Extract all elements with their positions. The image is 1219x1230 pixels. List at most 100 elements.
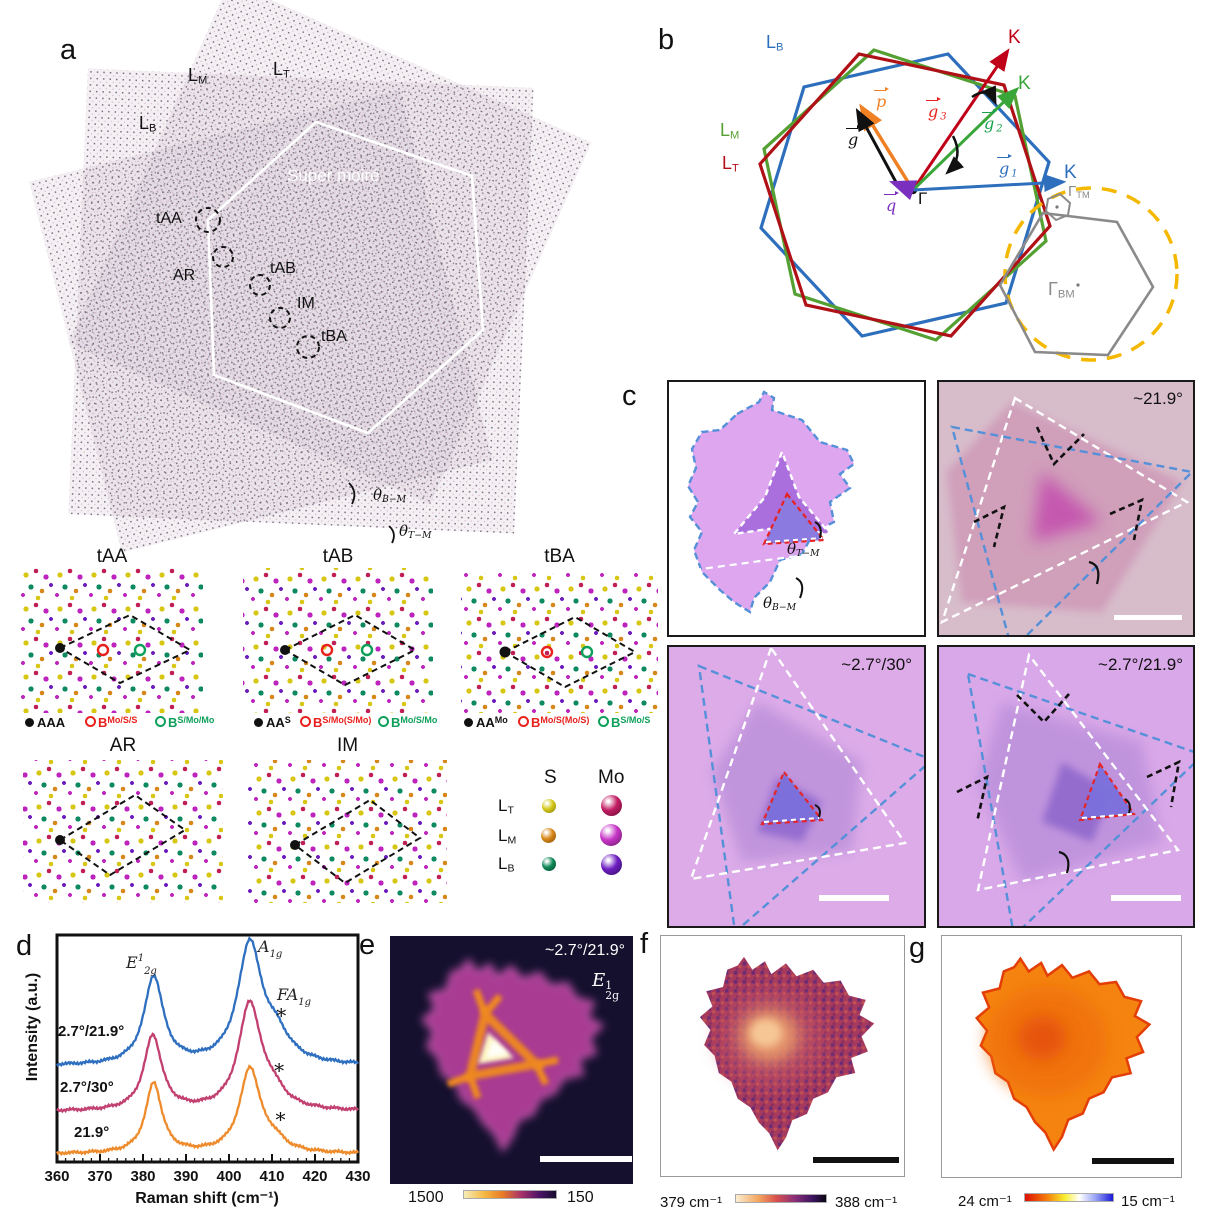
panel-c-letter: c <box>622 380 637 412</box>
tab-legend-aas: AAS <box>254 716 291 729</box>
sphere-legend-lt: LT <box>498 796 514 817</box>
bright-core-center <box>486 1039 509 1058</box>
triangle-blue <box>966 672 1206 939</box>
structure-title-tab: tAB <box>322 546 354 567</box>
bz-hexagon-bm <box>998 211 1155 357</box>
raman-curve-2 <box>56 1064 359 1157</box>
c2-angle-label: ~21.9° <box>1133 389 1183 408</box>
chevron-3 <box>1109 497 1144 541</box>
mo-sphere-lt <box>601 795 622 816</box>
curve-label-2: 21.9° <box>74 1124 109 1141</box>
flake-core <box>1032 472 1102 542</box>
site-label-taa: tAA <box>156 210 182 227</box>
tba-legend-aamo: AAMo <box>464 716 508 729</box>
c1-theta-tm-label: θT−M <box>787 540 820 560</box>
c3-scalebar <box>819 895 889 901</box>
gamma-tm-dot <box>1055 205 1059 209</box>
c4-angle-label: ~2.7°/21.9° <box>1098 655 1183 674</box>
panel-a-overlay <box>195 120 485 544</box>
angle-arc-small <box>1124 798 1131 814</box>
e-colorbar-left-label: 1500 <box>408 1189 444 1206</box>
site-circle-tba <box>296 335 320 359</box>
layer-label-lm: LM <box>188 65 208 87</box>
panel-c3-optical: ~2.7°/30° <box>667 645 935 935</box>
theta-bm-arc <box>348 482 356 505</box>
tab-unitcell <box>280 613 418 687</box>
site-circle-im <box>269 307 291 329</box>
e-mode-label: E 1 2g <box>592 970 619 1003</box>
g3-arrow <box>911 48 1010 191</box>
p-vector-arrow <box>859 103 915 191</box>
c4-drawing <box>956 652 1206 939</box>
center-blob <box>1018 1016 1066 1060</box>
e-scalebar <box>540 1156 632 1162</box>
e-angle-label: ~2.7°/21.9° <box>545 942 625 959</box>
taa-unitcell <box>55 613 193 685</box>
g-colorbar <box>1024 1193 1114 1202</box>
bz-label-lm: LM <box>720 120 740 142</box>
triangle-white <box>939 396 1190 625</box>
tab-legend-b-red: BS/Mo(S/Mo) <box>300 716 371 729</box>
x-tick-label: 370 <box>87 1168 112 1185</box>
bz-hexagon-lm <box>762 48 1048 342</box>
triangle-red <box>760 769 825 826</box>
triangle-blue <box>697 664 935 935</box>
layer-label-lb: LB <box>139 113 157 135</box>
raman-curve-1 <box>56 999 359 1114</box>
site-label-im: IM <box>297 295 315 312</box>
g-vector-arrow <box>855 108 899 185</box>
c2-scalebar <box>1114 615 1182 620</box>
x-tick-label: 430 <box>345 1168 370 1185</box>
x-tick-label: 420 <box>302 1168 327 1185</box>
mo-sphere-lb <box>601 854 622 875</box>
raman-curve-0 <box>56 936 359 1068</box>
c1-theta-bm-label: θB−M <box>763 594 797 614</box>
panel-c4-optical: ~2.7°/21.9° <box>937 645 1206 939</box>
structure-tab-image <box>243 568 433 713</box>
supermoire-label: Super moiré <box>287 166 380 185</box>
sphere-legend-s-header: S <box>544 767 557 788</box>
c2-drawing <box>939 396 1195 653</box>
angle-arc <box>814 804 821 818</box>
g2-arrow <box>911 86 1020 192</box>
im-unitcell <box>290 798 422 885</box>
site-label-ar: AR <box>173 267 196 284</box>
raman-spectra-plot: 360 370 380 390 400 410 420 430 2.7°/21.9° * 2.7°/… <box>44 933 371 1185</box>
theta-tm-label: θT−M <box>399 522 432 542</box>
site-circle-taa <box>195 207 221 233</box>
site-circle-ar <box>212 246 234 268</box>
light-center-core <box>750 1019 782 1047</box>
panel-d-letter: d <box>16 930 33 962</box>
g-colorbar-left-label: 24 cm⁻¹ <box>958 1193 1012 1210</box>
bz-hexagon-tm <box>1044 192 1072 222</box>
panel-b-diagram <box>758 48 1179 362</box>
supermoire-hexagon <box>206 120 485 435</box>
c4-scalebar <box>1111 895 1181 901</box>
panel-b-letter: b <box>658 24 675 56</box>
f-colorbar-right-label: 388 cm⁻¹ <box>835 1194 898 1211</box>
theta-tm-arc <box>814 521 822 539</box>
sphere-legend-lb: LB <box>498 854 515 875</box>
peak-label-0: E12g <box>125 953 157 977</box>
x-tick-label: 400 <box>216 1168 241 1185</box>
panel-e-letter: e <box>359 929 376 961</box>
e-colorbar <box>463 1190 557 1199</box>
middle-layer-edge <box>693 545 865 572</box>
c1-drawing <box>686 390 865 614</box>
panel-g-letter: g <box>909 932 926 964</box>
mo-sphere-lm <box>600 824 622 846</box>
gamma-tm-label: ΓTM <box>1068 183 1090 201</box>
f-colorbar-left-label: 379 cm⁻¹ <box>660 1194 723 1211</box>
chevron-1 <box>1016 693 1070 724</box>
bz-hexagon-lb <box>759 52 1051 338</box>
panel-c2-optical: ~21.9° <box>937 380 1195 653</box>
c3-drawing <box>689 645 935 935</box>
p-vector-label: p <box>874 87 890 111</box>
panel-f-position-map <box>660 935 905 1177</box>
s-sphere-lb <box>542 857 556 871</box>
k-label-blue: K <box>1064 162 1077 183</box>
peak-label-1: A1g <box>256 937 282 960</box>
structure-title-im: IM <box>336 735 359 756</box>
c3-angle-label: ~2.7°/30° <box>841 655 912 674</box>
